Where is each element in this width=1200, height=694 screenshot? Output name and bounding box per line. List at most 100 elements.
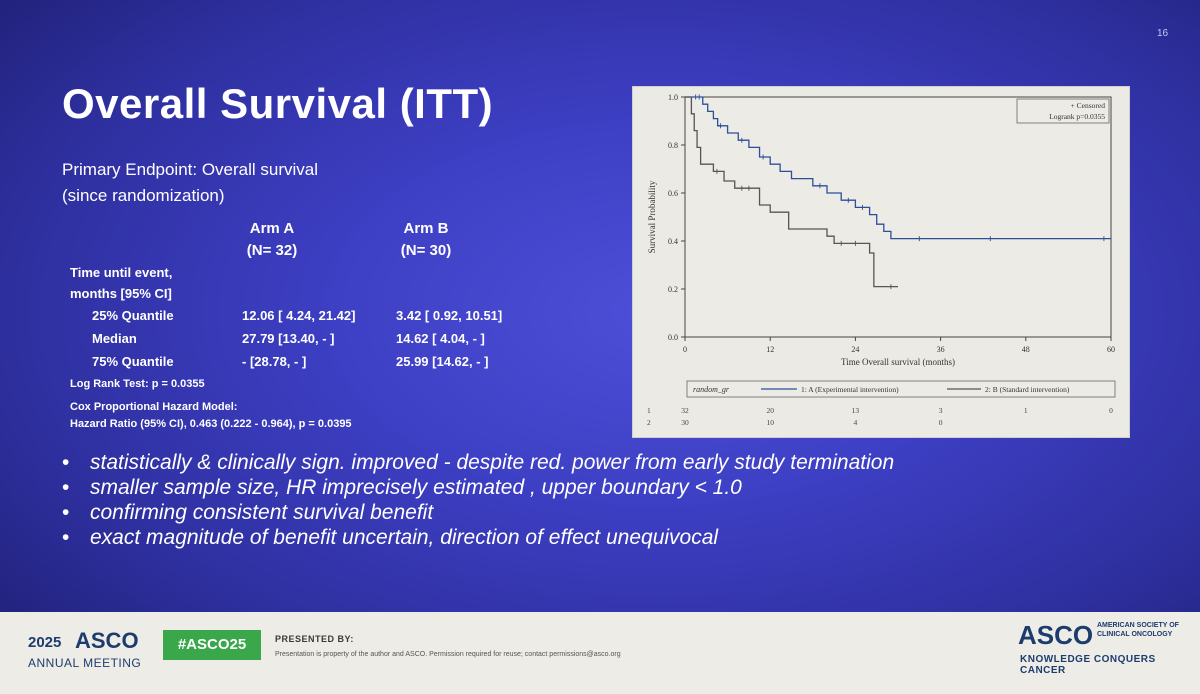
arm-b-header: Arm B bbox=[403, 220, 449, 237]
y-tick-label: 1.0 bbox=[668, 93, 678, 102]
bullet-item: • smaller sample size, HR imprecisely est… bbox=[62, 475, 894, 500]
footer-annual-meeting: ANNUAL MEETING bbox=[28, 656, 142, 670]
hashtag-badge: #ASCO25 bbox=[163, 630, 261, 660]
cox-model-label: Cox Proportional Hazard Model: bbox=[70, 401, 238, 413]
x-tick-label: 12 bbox=[766, 345, 774, 354]
censor-mark-arm-a bbox=[1101, 236, 1107, 242]
censor-mark-arm-b bbox=[888, 284, 894, 290]
censor-mark-arm-b bbox=[852, 240, 858, 246]
risk-count: 4 bbox=[854, 418, 858, 427]
hazard-ratio: Hazard Ratio (95% CI), 0.463 (0.222 - 0.… bbox=[70, 418, 352, 430]
slide-number: 16 bbox=[1157, 28, 1169, 39]
society-line1: AMERICAN SOCIETY OF bbox=[1097, 622, 1179, 629]
censor-mark-arm-b bbox=[838, 240, 844, 246]
y-tick-label: 0.4 bbox=[668, 237, 678, 246]
risk-count: 10 bbox=[766, 418, 774, 427]
arm-b-median-value: 14.62 [ 4.04, - ] bbox=[396, 331, 485, 346]
x-axis-label: Time Overall survival (months) bbox=[841, 357, 955, 367]
arm-b-q75-value: 25.99 [14.62, - ] bbox=[396, 354, 489, 369]
top-legend-box bbox=[1016, 98, 1110, 124]
censor-mark-arm-b bbox=[714, 168, 720, 174]
legend-logrank: Logrank p=0.0355 bbox=[1049, 112, 1105, 121]
risk-row-label: 1 bbox=[647, 406, 651, 415]
y-tick-label: 0.0 bbox=[668, 333, 678, 342]
y-tick-label: 0.6 bbox=[668, 189, 678, 198]
legend-title: random_gr bbox=[693, 385, 730, 394]
y-axis-label: Survival Probability bbox=[647, 180, 657, 253]
arm-a-q75-value: - [28.78, - ] bbox=[242, 354, 307, 369]
bullet-item: • confirming consistent survival benefit bbox=[62, 500, 894, 525]
time-label-line1: Time until event, bbox=[70, 265, 173, 280]
bullet-item: • exact magnitude of benefit uncertain, d… bbox=[62, 525, 894, 550]
bullet-text: smaller sample size, HR imprecisely esti… bbox=[90, 476, 742, 499]
risk-count: 32 bbox=[681, 406, 689, 415]
y-tick-label: 0.8 bbox=[668, 141, 678, 150]
time-label-line2: months [95% CI] bbox=[70, 286, 172, 301]
censor-mark-arm-b bbox=[746, 185, 752, 191]
primary-endpoint-line2: (since randomization) bbox=[62, 186, 225, 205]
bullet-glyph: • bbox=[62, 501, 70, 524]
bullet-text: statistically & clinically sign. improve… bbox=[90, 451, 895, 474]
censor-mark-arm-a bbox=[696, 94, 702, 100]
legend-label-arm-b: 2: B (Standard intervention) bbox=[985, 385, 1070, 394]
arm-a-n: (N= 32) bbox=[246, 242, 298, 259]
risk-row-label: 2 bbox=[647, 418, 651, 427]
footer-bar: 2025 ASCO ANNUAL MEETING #ASCO25 PRESENT… bbox=[0, 612, 1200, 694]
footer-tagline: KNOWLEDGE CONQUERS CANCER bbox=[1020, 654, 1156, 676]
km-chart-panel: 0.0 0.2 0.4 0.6 0.8 1.0 0 12 24 36 48 60 Time Overal… bbox=[632, 86, 1130, 438]
presented-by: PRESENTED BY: bbox=[275, 634, 354, 644]
arm-b-q25-value: 3.42 [ 0.92, 10.51] bbox=[396, 308, 503, 323]
bullet-item: • statistically & clinically sign. improv… bbox=[62, 450, 894, 475]
censor-mark-arm-a bbox=[718, 123, 723, 129]
bullet-glyph: • bbox=[62, 526, 70, 549]
x-tick-label: 24 bbox=[851, 345, 859, 354]
legend-label-arm-a: 1: A (Experimental intervention) bbox=[801, 385, 899, 394]
primary-endpoint-line1: Primary Endpoint: Overall survival bbox=[62, 160, 319, 179]
asco-logo: ASCO bbox=[1018, 620, 1094, 650]
km-curve-arm-a bbox=[685, 96, 1111, 240]
row-label-q25: 25% Quantile bbox=[92, 308, 174, 323]
slide-title: Overall Survival (ITT) bbox=[62, 80, 494, 127]
censor-mark-arm-a bbox=[760, 154, 766, 160]
risk-count: 20 bbox=[766, 406, 774, 415]
bullet-glyph: • bbox=[62, 476, 70, 499]
society-line2: CLINICAL ONCOLOGY bbox=[1097, 631, 1173, 638]
risk-count: 0 bbox=[1109, 406, 1113, 415]
footer-year: 2025 bbox=[28, 634, 62, 651]
y-tick-label: 0.2 bbox=[668, 285, 678, 294]
bottom-legend-box bbox=[686, 380, 1116, 398]
risk-count: 1 bbox=[1024, 406, 1028, 415]
censor-mark-arm-a bbox=[845, 197, 851, 203]
row-label-q75: 75% Quantile bbox=[92, 354, 174, 369]
bullet-text: exact magnitude of benefit uncertain, di… bbox=[90, 526, 719, 549]
row-label-median: Median bbox=[92, 331, 137, 346]
censor-mark-arm-a bbox=[987, 236, 993, 242]
x-tick-label: 48 bbox=[1022, 345, 1030, 354]
risk-count: 0 bbox=[939, 418, 943, 427]
x-tick-label: 36 bbox=[937, 345, 945, 354]
censor-mark-arm-a bbox=[916, 236, 922, 242]
footer-asco: ASCO bbox=[75, 628, 139, 653]
risk-count: 13 bbox=[852, 406, 860, 415]
censor-mark-arm-b bbox=[739, 185, 745, 191]
censor-mark-arm-a bbox=[860, 204, 865, 210]
risk-count: 3 bbox=[939, 406, 943, 415]
bullet-glyph: • bbox=[62, 451, 70, 474]
x-tick-label: 60 bbox=[1107, 345, 1115, 354]
arm-b-n: (N= 30) bbox=[400, 242, 452, 259]
bullet-text: confirming consistent survival benefit bbox=[90, 501, 434, 524]
bullet-list: • statistically & clinically sign. improv… bbox=[62, 450, 894, 550]
plot-frame bbox=[684, 96, 1112, 338]
legend-censored: + Censored bbox=[1071, 101, 1106, 110]
risk-count: 30 bbox=[681, 418, 689, 427]
censor-mark-arm-a bbox=[817, 183, 823, 189]
arm-a-q25-value: 12.06 [ 4.24, 21.42] bbox=[242, 308, 356, 323]
censor-mark-arm-a bbox=[739, 137, 745, 143]
arm-a-median-value: 27.79 [13.40, - ] bbox=[242, 331, 335, 346]
log-rank-test: Log Rank Test: p = 0.0355 bbox=[70, 378, 205, 390]
x-tick-label: 0 bbox=[683, 345, 687, 354]
footer-disclaimer: Presentation is property of the author a… bbox=[275, 651, 621, 658]
arm-a-header: Arm A bbox=[249, 220, 295, 237]
